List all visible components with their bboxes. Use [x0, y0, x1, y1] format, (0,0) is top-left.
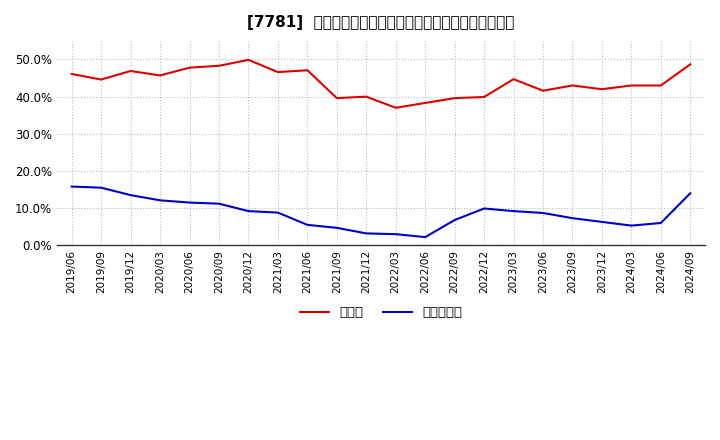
有利子負債 [627, 223, 636, 228]
有利子負債 [568, 216, 577, 221]
有利子負債 [539, 210, 547, 216]
現預金 [303, 68, 312, 73]
有利子負債 [244, 209, 253, 214]
有利子負債 [303, 222, 312, 227]
現預金 [480, 94, 488, 99]
現預金 [568, 83, 577, 88]
現預金 [686, 62, 695, 67]
有利子負債 [126, 192, 135, 198]
有利子負債 [333, 225, 341, 231]
有利子負債 [156, 198, 164, 203]
現預金 [274, 70, 282, 75]
Title: [7781]  現預金、有利子負債の総資産に対する比率の推移: [7781] 現預金、有利子負債の総資産に対する比率の推移 [247, 15, 515, 30]
有利子負債 [362, 231, 371, 236]
現預金 [627, 83, 636, 88]
現預金 [657, 83, 665, 88]
有利子負債 [215, 201, 223, 206]
有利子負債 [657, 220, 665, 226]
現預金 [215, 63, 223, 69]
現預金 [156, 73, 164, 78]
有利子負債 [480, 206, 488, 211]
現預金 [333, 95, 341, 101]
現預金 [421, 100, 430, 106]
現預金 [97, 77, 106, 82]
現預金 [539, 88, 547, 93]
有利子負債 [421, 235, 430, 240]
有利子負債 [450, 217, 459, 223]
Legend: 現預金, 有利子負債: 現預金, 有利子負債 [294, 301, 468, 325]
現預金 [392, 105, 400, 110]
有利子負債 [97, 185, 106, 191]
有利子負債 [509, 209, 518, 214]
有利子負債 [68, 184, 76, 189]
現預金 [450, 95, 459, 101]
有利子負債 [686, 191, 695, 196]
現預金 [598, 87, 606, 92]
現預金 [509, 77, 518, 82]
現預金 [244, 57, 253, 62]
有利子負債 [274, 210, 282, 215]
有利子負債 [598, 219, 606, 224]
Line: 有利子負債: 有利子負債 [72, 187, 690, 237]
Line: 現預金: 現預金 [72, 60, 690, 108]
有利子負債 [392, 231, 400, 237]
現預金 [68, 71, 76, 77]
有利子負債 [185, 200, 194, 205]
現預金 [126, 68, 135, 73]
現預金 [362, 94, 371, 99]
現預金 [185, 65, 194, 70]
